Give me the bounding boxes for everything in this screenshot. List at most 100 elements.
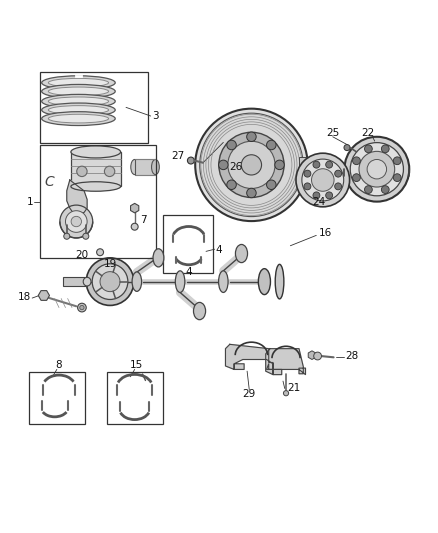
Circle shape bbox=[335, 170, 342, 177]
Circle shape bbox=[296, 153, 350, 207]
Ellipse shape bbox=[42, 112, 115, 126]
Circle shape bbox=[353, 174, 360, 182]
Circle shape bbox=[131, 223, 138, 230]
Circle shape bbox=[267, 140, 276, 150]
Circle shape bbox=[313, 161, 320, 168]
Text: C: C bbox=[44, 175, 54, 189]
Circle shape bbox=[187, 157, 194, 164]
Ellipse shape bbox=[48, 97, 109, 106]
Circle shape bbox=[275, 160, 284, 169]
Circle shape bbox=[219, 160, 228, 169]
Circle shape bbox=[247, 188, 256, 198]
Circle shape bbox=[247, 132, 256, 142]
Circle shape bbox=[359, 151, 395, 187]
Text: 1: 1 bbox=[27, 198, 33, 207]
Bar bbox=[29, 373, 85, 424]
Circle shape bbox=[302, 159, 344, 201]
Circle shape bbox=[367, 159, 387, 179]
Text: 4: 4 bbox=[215, 245, 222, 255]
Ellipse shape bbox=[48, 114, 109, 123]
Ellipse shape bbox=[258, 269, 270, 295]
Text: 28: 28 bbox=[346, 351, 359, 361]
Polygon shape bbox=[67, 180, 87, 214]
Ellipse shape bbox=[71, 146, 120, 158]
Text: 8: 8 bbox=[56, 360, 62, 370]
Text: 18: 18 bbox=[18, 292, 31, 302]
Bar bbox=[163, 215, 212, 273]
Circle shape bbox=[92, 264, 128, 300]
Circle shape bbox=[86, 258, 134, 305]
Circle shape bbox=[393, 157, 401, 165]
Ellipse shape bbox=[152, 159, 159, 175]
Ellipse shape bbox=[42, 94, 115, 108]
Polygon shape bbox=[226, 344, 273, 369]
Ellipse shape bbox=[42, 76, 115, 90]
Ellipse shape bbox=[175, 271, 185, 293]
Circle shape bbox=[60, 205, 93, 238]
Circle shape bbox=[83, 233, 89, 239]
Circle shape bbox=[100, 272, 120, 292]
Text: 29: 29 bbox=[243, 389, 256, 399]
Ellipse shape bbox=[48, 87, 109, 96]
Bar bbox=[71, 152, 120, 187]
Circle shape bbox=[71, 216, 81, 227]
Circle shape bbox=[267, 180, 276, 190]
Ellipse shape bbox=[131, 159, 138, 175]
Ellipse shape bbox=[71, 182, 120, 191]
Text: 19: 19 bbox=[103, 260, 117, 269]
Text: 21: 21 bbox=[287, 383, 300, 393]
Text: 25: 25 bbox=[326, 128, 339, 138]
Text: 4: 4 bbox=[185, 267, 192, 277]
Circle shape bbox=[304, 183, 311, 190]
Text: 7: 7 bbox=[140, 215, 147, 225]
Circle shape bbox=[350, 143, 403, 196]
Circle shape bbox=[364, 145, 372, 153]
Text: 16: 16 bbox=[318, 228, 332, 238]
Circle shape bbox=[381, 145, 389, 153]
Bar bbox=[39, 72, 148, 143]
Circle shape bbox=[200, 113, 303, 216]
Circle shape bbox=[313, 192, 320, 199]
Ellipse shape bbox=[132, 272, 141, 292]
Circle shape bbox=[66, 211, 87, 232]
Ellipse shape bbox=[48, 78, 109, 87]
Circle shape bbox=[64, 233, 70, 239]
Ellipse shape bbox=[275, 264, 284, 299]
Circle shape bbox=[77, 166, 87, 176]
Circle shape bbox=[195, 109, 307, 221]
Circle shape bbox=[241, 155, 261, 175]
Text: 20: 20 bbox=[75, 250, 88, 260]
Text: 26: 26 bbox=[230, 162, 243, 172]
Circle shape bbox=[219, 132, 284, 198]
Ellipse shape bbox=[42, 103, 115, 117]
Bar bbox=[299, 157, 310, 173]
Circle shape bbox=[227, 140, 237, 150]
Circle shape bbox=[314, 352, 321, 360]
Circle shape bbox=[335, 183, 342, 190]
Ellipse shape bbox=[194, 302, 205, 320]
Ellipse shape bbox=[236, 245, 247, 263]
Bar bbox=[64, 277, 87, 286]
Text: 15: 15 bbox=[130, 360, 144, 370]
Ellipse shape bbox=[42, 84, 115, 98]
Circle shape bbox=[97, 249, 103, 256]
Ellipse shape bbox=[83, 277, 91, 286]
Bar bbox=[134, 159, 155, 175]
Circle shape bbox=[104, 166, 115, 176]
Polygon shape bbox=[266, 349, 305, 375]
Circle shape bbox=[78, 303, 86, 312]
Circle shape bbox=[228, 141, 275, 189]
Circle shape bbox=[326, 161, 332, 168]
Bar bbox=[39, 146, 156, 258]
Bar bbox=[106, 373, 163, 424]
Ellipse shape bbox=[48, 106, 109, 114]
Circle shape bbox=[381, 185, 389, 193]
Circle shape bbox=[353, 157, 360, 165]
Circle shape bbox=[227, 180, 237, 190]
Circle shape bbox=[304, 170, 311, 177]
Text: 24: 24 bbox=[312, 198, 325, 207]
Text: 27: 27 bbox=[171, 151, 184, 161]
Text: 22: 22 bbox=[361, 128, 375, 138]
Circle shape bbox=[80, 305, 84, 310]
Circle shape bbox=[344, 144, 350, 151]
